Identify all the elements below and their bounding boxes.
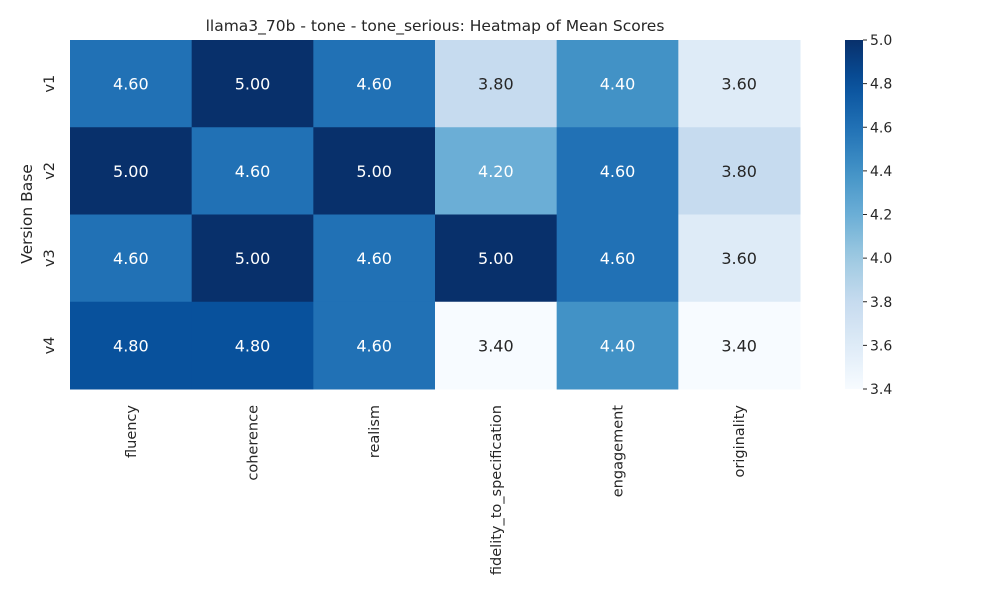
colorbar-tick-label: 4.4: [870, 164, 892, 180]
cell-value-label: 4.60: [113, 249, 149, 268]
heatmap-cell-labels: 4.60 5.00 4.60 3.80 4.40 3.60 5.00 4.60 5.00 4.20…: [113, 75, 757, 356]
heatmap-cell: [313, 40, 436, 128]
heatmap-cell: [191, 301, 314, 390]
heatmap-cells: [70, 40, 801, 390]
cell-value-label: 4.80: [235, 336, 271, 355]
heatmap-cell: [435, 127, 558, 215]
row-tick-label: v3: [42, 249, 58, 267]
colorbar-tick-label: 4.2: [870, 208, 892, 224]
column-tick-label: fluency: [124, 405, 140, 458]
row-tick-labels: v1 v2 v3 v4: [42, 75, 58, 355]
cell-value-label: 4.60: [235, 162, 271, 181]
column-tick-label: fidelity_to_specification: [489, 405, 505, 575]
cell-value-label: 4.40: [600, 75, 636, 94]
colorbar-tick-label: 3.8: [870, 295, 892, 311]
cell-value-label: 3.60: [721, 75, 757, 94]
column-tick-labels: fluency coherence realism fidelity_to_speci…: [124, 405, 748, 576]
heatmap-cell: [191, 214, 314, 303]
cell-value-label: 4.40: [600, 336, 636, 355]
colorbar: [845, 40, 863, 389]
heatmap-cell: [678, 40, 801, 128]
heatmap-cell: [313, 214, 436, 303]
y-axis-label: Version Base: [18, 164, 36, 264]
column-tick-label: coherence: [246, 405, 262, 481]
row-tick-label: v4: [42, 336, 58, 354]
heatmap-cell: [70, 40, 193, 128]
heatmap-cell: [70, 214, 193, 303]
cell-value-label: 4.60: [600, 249, 636, 268]
heatmap-cell: [435, 40, 558, 128]
heatmap-cell: [556, 40, 679, 128]
row-tick-label: v2: [42, 162, 58, 180]
cell-value-label: 4.60: [113, 75, 149, 94]
heatmap-cell: [678, 127, 801, 215]
cell-value-label: 5.00: [235, 75, 271, 94]
heatmap-cell: [191, 40, 314, 128]
heatmap-cell: [556, 301, 679, 390]
heatmap-cell: [70, 127, 193, 215]
colorbar-tick-label: 4.8: [870, 77, 892, 93]
cell-value-label: 3.80: [478, 75, 514, 94]
heatmap-cell: [313, 301, 436, 390]
cell-value-label: 3.80: [721, 162, 757, 181]
cell-value-label: 4.80: [113, 336, 149, 355]
heatmap-cell: [191, 127, 314, 215]
cell-value-label: 3.40: [721, 336, 757, 355]
chart-title: llama3_70b - tone - tone_serious: Heatma…: [206, 17, 665, 36]
heatmap-cell: [678, 301, 801, 390]
colorbar-tick-label: 4.0: [870, 251, 892, 267]
cell-value-label: 5.00: [235, 249, 271, 268]
colorbar-tick-label: 3.6: [870, 338, 892, 354]
cell-value-label: 4.20: [478, 162, 514, 181]
heatmap-cell: [435, 214, 558, 303]
cell-value-label: 3.40: [478, 336, 514, 355]
heatmap-cell: [556, 214, 679, 303]
colorbar-tick-label: 3.4: [870, 382, 892, 398]
column-tick-label: engagement: [611, 405, 627, 498]
column-tick-label: realism: [367, 405, 383, 458]
colorbar-ticks: 3.4 3.6 3.8 4.0 4.2 4.4 4.6 4.8 5.0: [863, 33, 892, 398]
cell-value-label: 5.00: [356, 162, 392, 181]
heatmap-cell: [435, 301, 558, 390]
cell-value-label: 4.60: [356, 336, 392, 355]
cell-value-label: 4.60: [356, 249, 392, 268]
cell-value-label: 3.60: [721, 249, 757, 268]
row-tick-label: v1: [42, 75, 58, 93]
cell-value-label: 5.00: [478, 249, 514, 268]
heatmap-cell: [678, 214, 801, 303]
cell-value-label: 4.60: [356, 75, 392, 94]
colorbar-tick-label: 4.6: [870, 120, 892, 136]
heatmap-cell: [556, 127, 679, 215]
heatmap-cell: [70, 301, 193, 390]
cell-value-label: 5.00: [113, 162, 149, 181]
colorbar-tick-label: 5.0: [870, 33, 892, 49]
column-tick-label: originality: [732, 405, 748, 478]
heatmap-cell: [313, 127, 436, 215]
cell-value-label: 4.60: [600, 162, 636, 181]
